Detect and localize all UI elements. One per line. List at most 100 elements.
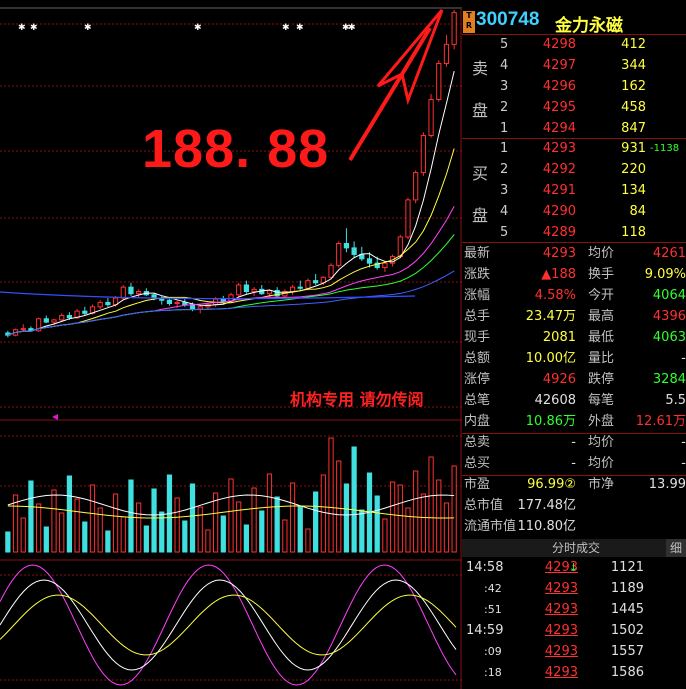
- kdj-j-line: [0, 564, 457, 686]
- level-number: 1: [500, 141, 509, 156]
- candle-body: [220, 298, 226, 302]
- candle-body: [382, 262, 388, 269]
- kdj-k-line: [0, 579, 457, 671]
- event-marker-icon: ✱: [18, 23, 26, 33]
- orderbook-sell-row[interactable]: 4 4297 344: [462, 55, 686, 76]
- event-marker-icon: ✱: [30, 23, 38, 33]
- orderbook-sell-row[interactable]: 1 4294 847: [462, 118, 686, 139]
- kdj-d-line: [0, 594, 457, 656]
- level-number: 5: [500, 225, 509, 240]
- quote-label-right: 量比: [588, 351, 615, 366]
- buy-volume: 931: [621, 141, 646, 156]
- buy-price: 4290: [542, 204, 576, 219]
- volume-bar: [189, 483, 196, 553]
- orderbook-buy-row[interactable]: 1 4293 931 -1138: [462, 138, 686, 159]
- event-marker-icon: ✱: [348, 23, 356, 33]
- quote-value-right: 4063: [652, 330, 686, 345]
- volume-bar: [343, 483, 350, 553]
- level-number: 3: [500, 183, 509, 198]
- tick-price: 4293: [544, 602, 578, 617]
- ticks-header[interactable]: 分时成交 细: [462, 539, 686, 557]
- volume-bar: [297, 505, 303, 553]
- volume-bar: [220, 515, 226, 553]
- quote-value-right: -: [681, 456, 686, 471]
- tick-volume: 1121: [610, 560, 644, 575]
- volume-bar: [197, 506, 203, 553]
- ticks-detail-button[interactable]: 细: [666, 539, 686, 557]
- tick-row[interactable]: 14:59 4293 1502: [462, 620, 686, 641]
- tick-row[interactable]: 14:58 4293 ↓ 1121: [462, 557, 686, 578]
- event-marker-icon: ✱: [282, 23, 290, 33]
- buy-change: -1138: [650, 143, 680, 154]
- tick-row[interactable]: :42 4293 1189: [462, 578, 686, 599]
- volume-bar: [120, 516, 126, 553]
- sell-price: 4295: [542, 100, 576, 115]
- down-arrow-icon: ↓: [569, 561, 579, 574]
- candle-body: [174, 301, 180, 305]
- volume-bar: [51, 489, 57, 553]
- volume-bar: [105, 530, 111, 553]
- quote-label: 总卖: [464, 435, 491, 450]
- quote-label-right: 换手: [588, 267, 615, 282]
- volume-bar: [420, 493, 426, 553]
- tick-time: :18: [484, 666, 502, 679]
- kline-chart[interactable]: ✱ ✱ ✱ ✱ ✱ ✱ ✱✱: [0, 0, 462, 689]
- orderbook-buy-row[interactable]: 3 4291 134: [462, 180, 686, 201]
- volume-bar: [359, 509, 365, 553]
- tick-row[interactable]: :09 4293 1557: [462, 641, 686, 662]
- level-number: 2: [500, 100, 509, 115]
- quote-row: 市盈 96.99② 市净 13.99: [462, 474, 686, 495]
- orderbook-sell-row[interactable]: 2 4295 458: [462, 97, 686, 118]
- quote-value: 177.48亿: [517, 498, 577, 513]
- volume-bar: [443, 502, 450, 553]
- volume-bar: [59, 512, 65, 553]
- tick-price: 4293: [544, 623, 578, 638]
- quote-row: 流通市值 110.80亿: [462, 516, 686, 537]
- divider: [462, 138, 686, 139]
- volume-bar: [320, 474, 326, 553]
- candle-body: [166, 299, 173, 305]
- volume-bar: [159, 511, 165, 553]
- quote-row: 涨停 4926 跌停 3284: [462, 369, 686, 390]
- orderbook-sell-row[interactable]: 3 4296 162: [462, 76, 686, 97]
- candle-body: [397, 236, 403, 258]
- sell-label-2: 盘: [472, 101, 489, 120]
- buy-volume: 220: [621, 162, 646, 177]
- kline-chart-area[interactable]: ✱ ✱ ✱ ✱ ✱ ✱ ✱ ✱ 188. 88 机构专用 请勿传阅: [0, 0, 462, 689]
- sell-volume: 162: [621, 79, 646, 94]
- candle-body: [351, 247, 357, 255]
- candle-body: [66, 315, 73, 319]
- orderbook-buy-row[interactable]: 5 4289 118: [462, 222, 686, 243]
- volume-bar: [12, 494, 19, 553]
- quote-label: 总额: [464, 351, 491, 366]
- level-number: 5: [500, 37, 509, 52]
- quote-row: 总笔 42608 每笔 5.5: [462, 390, 686, 411]
- quote-label-right: 最低: [588, 330, 615, 345]
- quote-value: ▲188: [541, 267, 576, 282]
- quote-value: -: [571, 435, 576, 450]
- orderbook-sell-row[interactable]: 5 4298 412: [462, 34, 686, 55]
- tick-row[interactable]: :51 4293 1445: [462, 599, 686, 620]
- candle-body: [20, 328, 26, 331]
- volume-bar: [212, 492, 219, 553]
- moving-average-line: [7, 234, 455, 336]
- candle-body: [43, 318, 49, 323]
- orderbook-buy-row[interactable]: 2 4292 220: [462, 159, 686, 180]
- buy-price: 4289: [542, 225, 576, 240]
- volume-bar: [182, 520, 188, 553]
- event-marker-icon: ✱: [84, 23, 92, 33]
- level-number: 4: [500, 204, 509, 219]
- volume-bar: [43, 526, 49, 553]
- tick-row[interactable]: :18 4293 1586: [462, 662, 686, 683]
- ticks-title[interactable]: 分时成交: [552, 541, 601, 555]
- quote-label-right: 市净: [588, 477, 615, 492]
- quote-value-right: 9.09%: [644, 267, 686, 282]
- volume-bar: [336, 460, 342, 553]
- orderbook-buy-row[interactable]: 4 4290 84: [462, 201, 686, 222]
- quote-row: 最新 4293 均价 4261: [462, 243, 686, 264]
- volume-bar: [451, 465, 457, 553]
- quote-row: 涨跌 ▲188 换手 9.09%: [462, 264, 686, 285]
- tick-time: :09: [484, 645, 502, 658]
- candle-body: [243, 284, 250, 293]
